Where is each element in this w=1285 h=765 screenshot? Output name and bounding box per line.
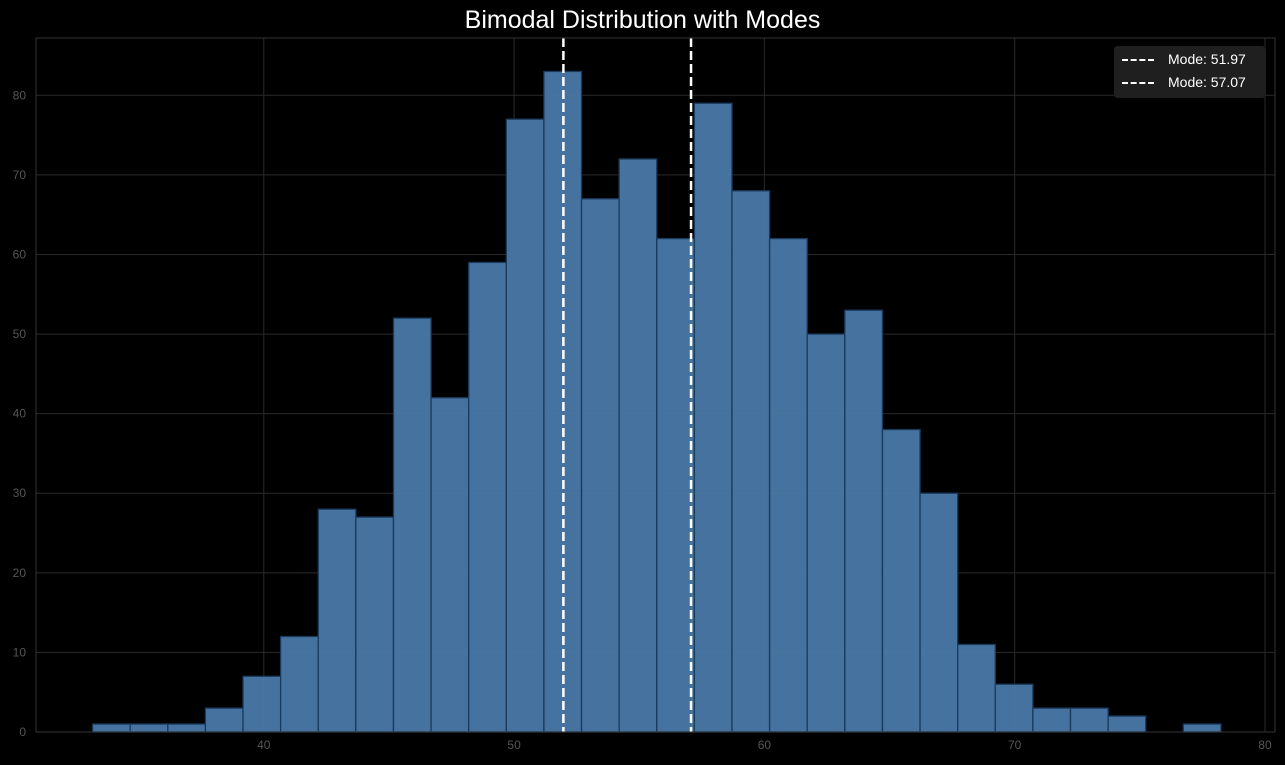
histogram-bar	[957, 643, 996, 733]
legend-label: Mode: 57.07	[1168, 74, 1246, 90]
y-tick-label: 60	[13, 247, 27, 261]
y-tick-label: 20	[13, 566, 27, 580]
y-tick-label: 30	[13, 486, 27, 500]
histogram-bar	[731, 190, 771, 733]
histogram-bar	[91, 723, 131, 733]
x-tick-label: 50	[507, 738, 521, 752]
histogram-bar	[242, 675, 282, 733]
y-tick-label: 70	[13, 168, 27, 182]
x-tick-label: 60	[758, 738, 772, 752]
y-tick-label: 50	[13, 327, 27, 341]
histogram-bar	[806, 333, 846, 733]
histogram-bar	[505, 118, 545, 733]
x-tick-label: 80	[1258, 738, 1272, 752]
histogram-bar	[768, 237, 808, 733]
histogram-bar	[204, 707, 244, 733]
x-tick-label: 70	[1008, 738, 1022, 752]
y-tick-label: 80	[13, 88, 27, 102]
legend-label: Mode: 51.97	[1168, 51, 1246, 67]
plot-frame	[35, 37, 1276, 733]
histogram-bar	[618, 158, 658, 733]
histogram-bar	[580, 198, 620, 733]
histogram-bar	[468, 261, 507, 733]
legend: Mode: 51.97 Mode: 57.07	[1114, 46, 1266, 98]
histogram-bar	[656, 237, 696, 733]
histogram-bar	[430, 397, 470, 733]
y-tick-label: 40	[13, 407, 27, 421]
histogram-bar	[1069, 707, 1109, 733]
histogram-bar	[1182, 723, 1222, 733]
histogram-bar	[693, 102, 733, 733]
histogram-bar	[919, 492, 959, 733]
y-tick-label: 0	[19, 725, 26, 739]
chart-title: Bimodal Distribution with Modes	[464, 6, 821, 34]
histogram-bar	[844, 309, 884, 733]
y-tick-label: 10	[13, 645, 27, 659]
histogram-bar	[317, 508, 357, 733]
dashed-line-icon	[1122, 59, 1154, 61]
histogram-bar	[881, 428, 921, 733]
histogram-bar	[1032, 707, 1072, 733]
histogram-bar	[994, 683, 1034, 733]
histogram-bar	[1107, 715, 1147, 733]
histogram-bar	[167, 723, 207, 733]
dashed-line-icon	[1122, 82, 1154, 84]
histogram-bar	[392, 317, 432, 733]
histogram-bar	[355, 516, 395, 733]
histogram-bar	[129, 723, 169, 733]
x-tick-label: 40	[257, 738, 271, 752]
histogram-bar	[279, 635, 319, 733]
